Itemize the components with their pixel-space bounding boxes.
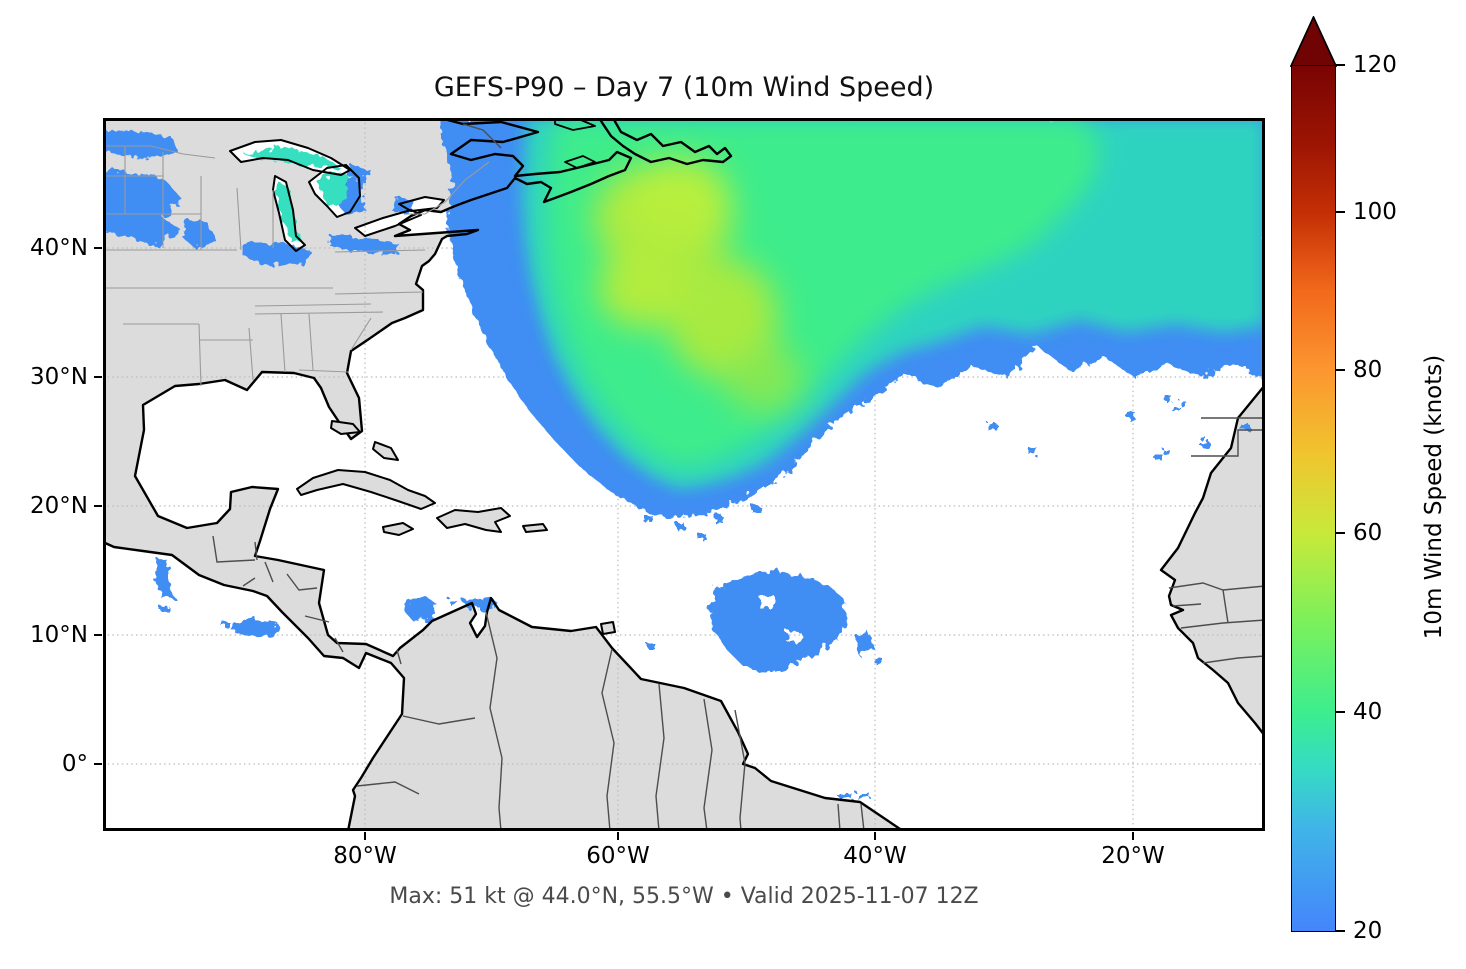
colorbar-gradient — [1291, 65, 1336, 932]
colorbar-tick-120: 120 — [1353, 52, 1397, 78]
y-tick-mark — [94, 634, 102, 636]
axes-frame — [103, 118, 1265, 831]
colorbar-tick-60: 60 — [1353, 520, 1383, 546]
colorbar-tick-mark — [1336, 369, 1345, 371]
colorbar-tick-20: 20 — [1353, 918, 1383, 944]
x-tick-label-60w: 60°W — [586, 843, 650, 869]
x-tick-label-80w: 80°W — [333, 843, 397, 869]
max-value-caption: Max: 51 kt @ 44.0°N, 55.5°W • Valid 2025… — [389, 884, 979, 909]
y-tick-label-0: 0° — [61, 751, 88, 777]
wind-field-overlay — [103, 118, 1265, 799]
colorbar-tick-40: 40 — [1353, 699, 1383, 725]
x-tick-mark — [874, 832, 876, 840]
country-borders — [212, 123, 1265, 831]
chart-title: GEFS-P90 – Day 7 (10m Wind Speed) — [433, 72, 935, 103]
x-tick-label-20w: 20°W — [1101, 843, 1165, 869]
y-tick-mark — [94, 505, 102, 507]
y-tick-label-40n: 40°N — [30, 235, 88, 261]
colorbar-tick-mark — [1336, 711, 1345, 713]
wind-patches-midwest — [103, 130, 413, 265]
wind-patches-tropics — [155, 558, 882, 799]
y-tick-label-20n: 20°N — [30, 493, 88, 519]
y-tick-mark — [94, 376, 102, 378]
colorbar-tick-mark — [1336, 64, 1345, 66]
x-tick-mark — [364, 832, 366, 840]
wind-patches-east-atlantic — [643, 358, 1265, 540]
y-tick-mark — [94, 247, 102, 249]
colorbar-tick-mark — [1336, 532, 1345, 534]
y-tick-label-30n: 30°N — [30, 364, 88, 390]
colorbar-tick-mark — [1336, 930, 1345, 932]
colorbar-tick-100: 100 — [1353, 199, 1397, 225]
y-tick-mark — [94, 763, 102, 765]
colorbar-extend-arrow — [1289, 14, 1338, 67]
state-borders — [103, 145, 490, 387]
colorbar-tick-80: 80 — [1353, 357, 1383, 383]
map-svg — [103, 118, 1265, 831]
x-tick-mark — [617, 832, 619, 840]
x-tick-mark — [1132, 832, 1134, 840]
x-tick-label-40w: 40°W — [843, 843, 907, 869]
map-plot-area — [103, 118, 1265, 831]
y-tick-label-10n: 10°N — [30, 622, 88, 648]
colorbar-axis-label: 10m Wind Speed (knots) — [1421, 354, 1447, 640]
wind-core-yellow-green — [593, 158, 803, 413]
colorbar-tick-mark — [1336, 211, 1345, 213]
